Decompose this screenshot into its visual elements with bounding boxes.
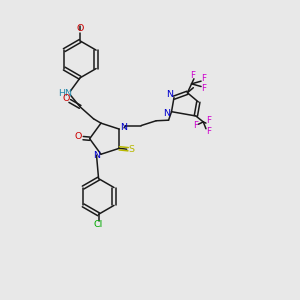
Text: O: O <box>62 94 70 103</box>
Text: N: N <box>121 123 128 132</box>
Text: HN: HN <box>58 89 72 98</box>
Text: N: N <box>163 109 170 118</box>
Text: F: F <box>206 127 211 136</box>
Text: N: N <box>93 151 100 160</box>
Text: F: F <box>190 71 195 80</box>
Text: N: N <box>166 90 173 99</box>
Text: F: F <box>201 74 206 83</box>
Text: O: O <box>76 24 84 33</box>
Text: Cl: Cl <box>94 220 103 229</box>
Text: F: F <box>193 121 198 130</box>
Text: F: F <box>201 84 206 93</box>
Text: O: O <box>75 132 82 141</box>
Text: S: S <box>128 145 134 154</box>
Text: F: F <box>206 116 211 125</box>
